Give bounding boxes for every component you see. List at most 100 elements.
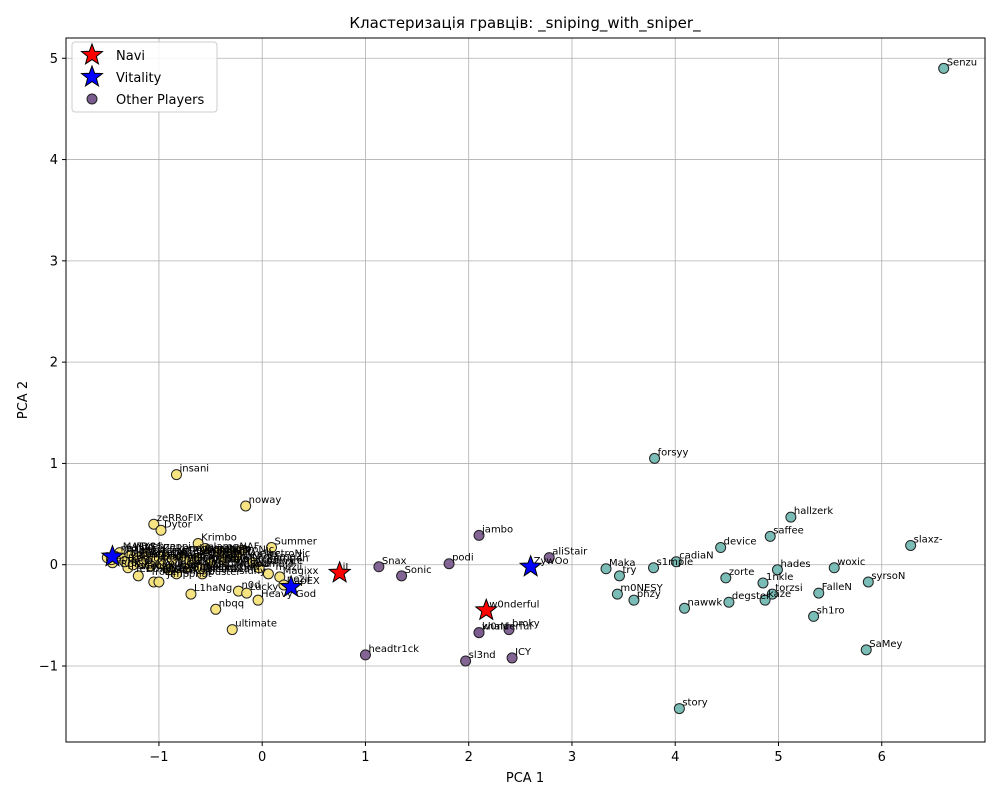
point-label: cadiaN <box>679 551 713 562</box>
data-point <box>611 588 623 600</box>
point-label: sh1ro <box>208 550 236 561</box>
point-label: apEX <box>115 554 141 565</box>
point-label: huNter- <box>239 552 277 563</box>
data-point <box>938 62 950 74</box>
data-point <box>153 576 165 588</box>
point-label: device <box>724 537 757 548</box>
data-point <box>170 469 182 481</box>
data-point <box>506 652 518 664</box>
point-label: Hobbit <box>214 559 247 570</box>
point-label: w0nderful <box>482 622 532 633</box>
point-label: phzy <box>637 589 661 600</box>
data-point <box>194 563 206 575</box>
point-label: apEX <box>294 576 320 587</box>
data-point <box>473 627 485 639</box>
point-label: jks <box>140 559 155 570</box>
point-label: Ax1Le <box>250 549 281 560</box>
data-point <box>217 554 229 566</box>
highlight-star <box>100 544 125 567</box>
point-label: dexter <box>203 562 236 573</box>
point-label: Boombl4 <box>162 552 206 563</box>
highlight-stars-layer <box>100 544 543 621</box>
point-label: Kyojin <box>157 558 187 569</box>
point-label: jL <box>342 562 352 573</box>
point-label: EliGE <box>162 565 188 576</box>
y-axis-label: PCA 2 <box>16 381 31 419</box>
point-label: Boombl4 <box>250 559 294 570</box>
data-point <box>155 558 167 570</box>
point-label: HooXi <box>131 547 160 558</box>
data-point <box>771 564 783 576</box>
point-label: Boombl4 <box>177 561 221 572</box>
data-point <box>764 530 776 542</box>
point-label: rain <box>198 557 217 568</box>
x-tick-label: 1 <box>361 750 369 765</box>
point-label: Jame <box>223 554 249 565</box>
point-label: saffee <box>773 525 804 536</box>
data-point <box>359 649 371 661</box>
point-label: NAF <box>136 543 156 554</box>
point-label: story <box>682 698 707 709</box>
point-label: kennyS <box>177 544 214 555</box>
legend-circle-icon <box>86 93 98 105</box>
point-label: ultimate <box>235 619 277 630</box>
data-point <box>673 703 685 715</box>
point-label: Stewie2K <box>172 564 219 575</box>
point-label: syrsoN <box>871 571 905 582</box>
point-label: SaMey <box>869 639 902 650</box>
x-tick-label: 2 <box>465 750 473 765</box>
point-label: ICY <box>167 550 184 561</box>
point-label: Brollan <box>208 555 243 566</box>
point-label: w0nderful <box>489 599 539 610</box>
point-label: s1mple <box>657 557 694 568</box>
data-point <box>373 561 385 573</box>
point-label: ZywOo <box>229 554 264 565</box>
point-label: sh1ro <box>817 605 845 616</box>
point-label: frozen <box>152 567 183 578</box>
point-label: Twistzz <box>233 558 269 569</box>
legend-star-icon <box>80 64 104 88</box>
highlight-star <box>327 560 352 583</box>
point-label: nezil <box>287 574 310 585</box>
x-tick-label: 5 <box>774 750 782 765</box>
data-point <box>723 596 735 608</box>
point-label: torzsi <box>775 583 802 594</box>
data-point <box>613 570 625 582</box>
point-label: m0NESY <box>620 583 663 594</box>
y-tick-label: 3 <box>50 254 58 269</box>
data-point <box>205 557 217 569</box>
data-point <box>396 570 408 582</box>
point-label: coldzera <box>188 544 230 555</box>
data-point <box>460 655 472 667</box>
point-label: ropz <box>183 551 205 562</box>
data-point <box>757 577 769 589</box>
point-label: Lucky <box>250 582 279 593</box>
point-label: nafany <box>203 553 237 564</box>
point-label: buster <box>208 567 241 578</box>
point-label: headtr1ck <box>368 644 419 655</box>
data-point <box>808 610 820 622</box>
data-point <box>813 587 825 599</box>
point-label: insani <box>179 464 209 475</box>
point-label: b1t <box>234 548 251 559</box>
point-label: rain <box>146 545 165 556</box>
point-label: Heavy God <box>261 589 316 600</box>
highlight-star <box>474 597 499 621</box>
point-label: Dytor <box>164 519 193 530</box>
y-tick-label: 5 <box>50 52 58 67</box>
point-label: torzsi <box>162 546 189 557</box>
point-label: slaxz- <box>914 534 943 545</box>
point-label: aliStair <box>552 547 588 558</box>
data-point <box>210 603 222 615</box>
point-label: Aleksib <box>234 559 270 570</box>
data-point <box>785 511 797 523</box>
x-tick-label: −1 <box>149 750 168 765</box>
point-label: Senzu <box>947 57 977 68</box>
point-label: khaN <box>482 622 508 633</box>
point-label: FalleN <box>822 582 852 593</box>
point-label: NiKo <box>229 544 251 555</box>
highlight-star <box>279 574 303 598</box>
point-label: dupreeh <box>203 547 245 558</box>
point-label: Perfecto <box>141 552 182 563</box>
